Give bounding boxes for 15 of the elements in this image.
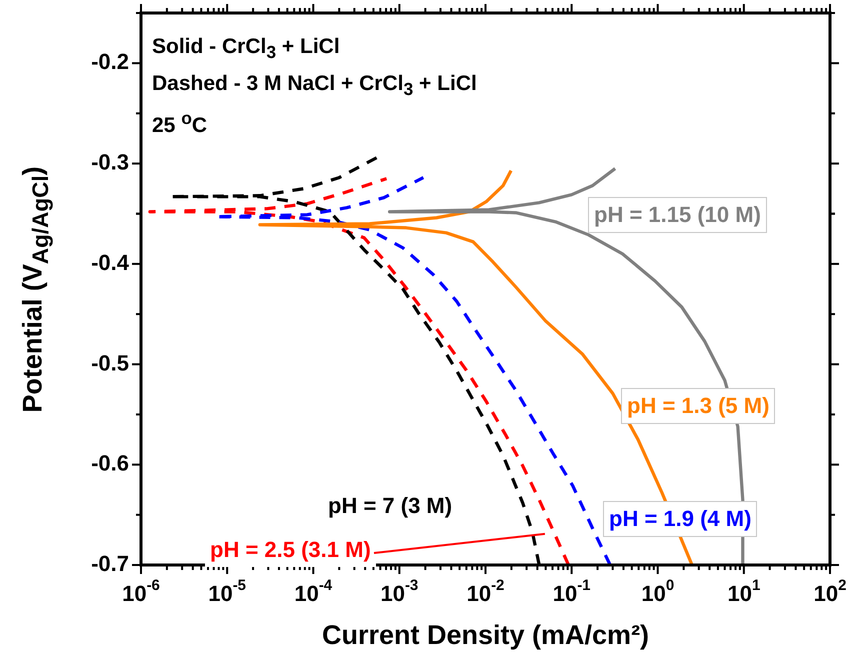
series-label: pH = 1.15 (10 M) <box>588 197 767 233</box>
annotation: Solid - CrCl$_{3}$ + LiCl <box>152 35 340 62</box>
annotation: Dashed - 3 M NaCl + CrCl$_{3}$ + LiCl <box>152 72 477 100</box>
y-tick-label: -0.6 <box>91 450 129 476</box>
y-tick-label: -0.3 <box>91 150 129 175</box>
series-label: pH = 1.3 (5 M) <box>621 388 776 424</box>
y-tick-label: -0.5 <box>91 350 129 376</box>
series-label: pH = 1.9 (4 M) <box>603 501 758 537</box>
y-tick-label: -0.2 <box>91 49 129 74</box>
y-tick-label: -0.7 <box>91 551 129 576</box>
text: pH = 2.5 (3.1 M) <box>205 533 376 567</box>
annotation: 25 $^{o}$C <box>152 108 208 137</box>
y-tick-label: -0.4 <box>91 250 130 275</box>
x-axis-title: Current Density (mA/cm²) <box>322 620 650 650</box>
text: pH = 7 (3 M) <box>323 489 458 523</box>
